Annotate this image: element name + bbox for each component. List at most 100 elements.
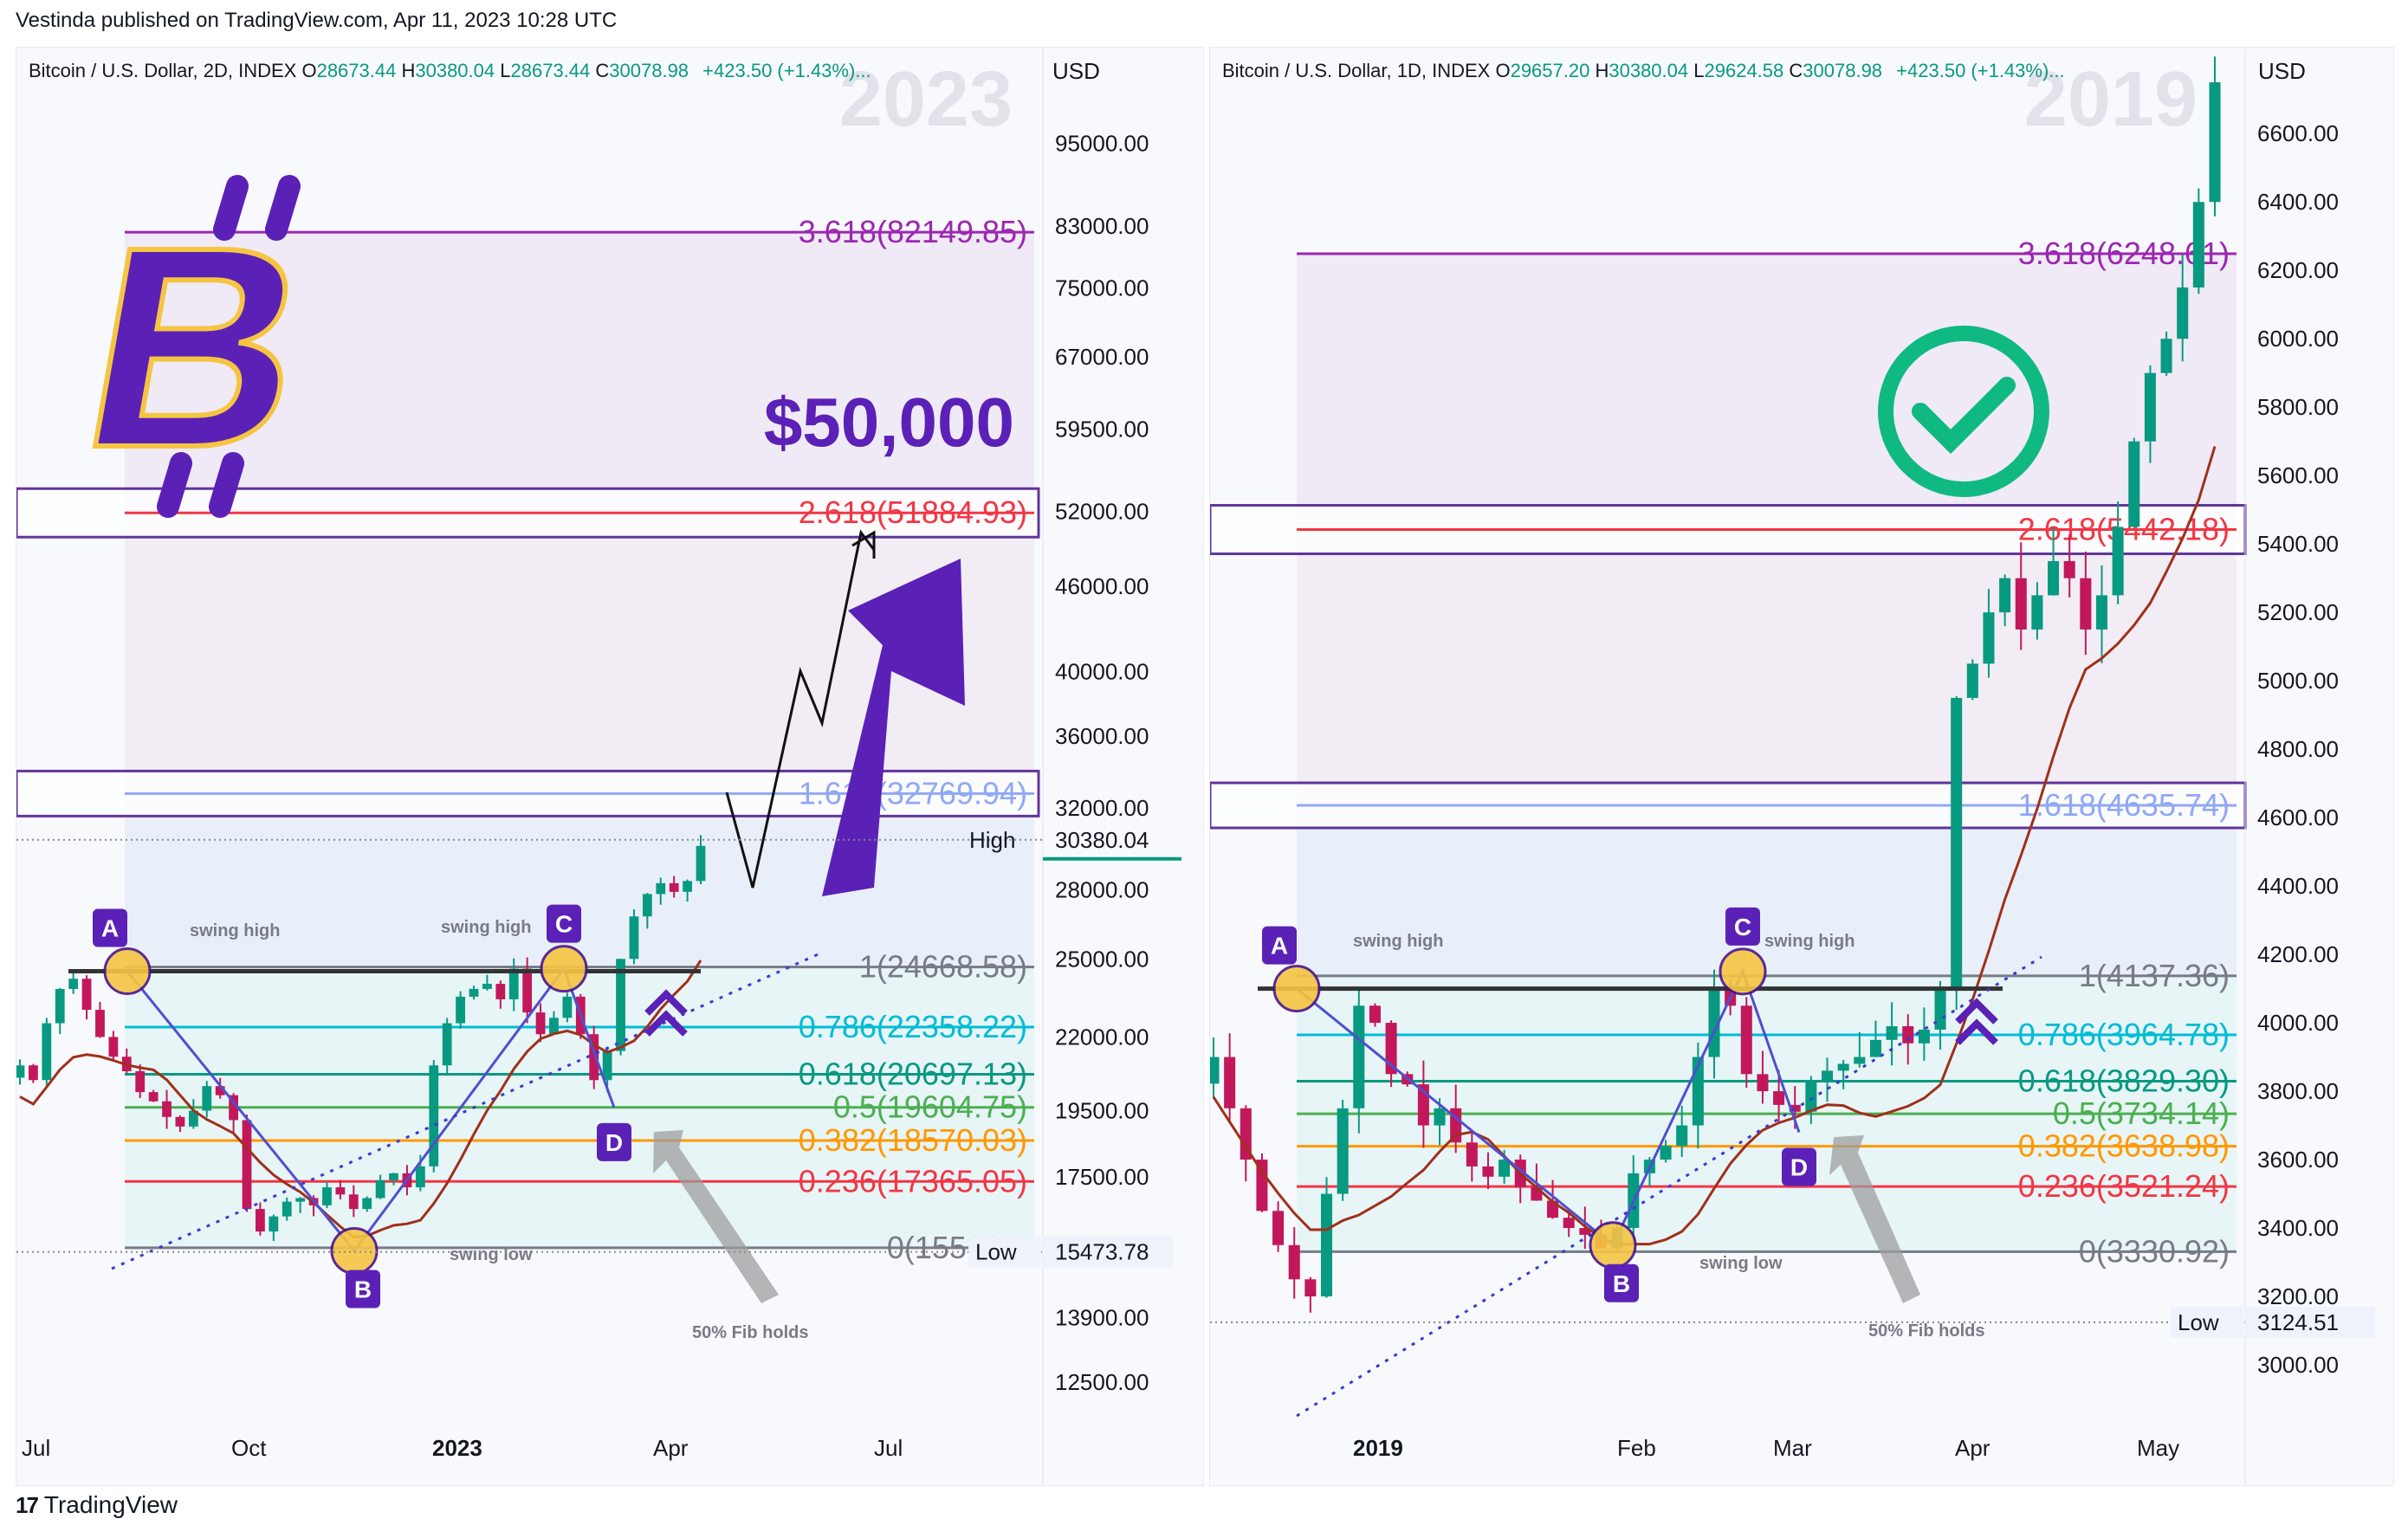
candle-body xyxy=(1353,1005,1365,1108)
point-badge-B xyxy=(346,1270,380,1309)
candle-body xyxy=(2128,441,2140,527)
candle-body xyxy=(1499,1160,1511,1177)
candle-body xyxy=(2080,578,2092,630)
fib-label-8: 0.236(17365.05) xyxy=(799,1163,1027,1199)
fib-label-5: 0.618(3829.30) xyxy=(2018,1063,2230,1098)
price-tick: 3200.00 xyxy=(2257,1283,2339,1309)
candle-body xyxy=(2015,578,2027,630)
candle-body xyxy=(602,1050,612,1081)
candle-body xyxy=(1983,612,1995,664)
time-tick: Jul xyxy=(874,1435,903,1461)
candle-body xyxy=(1676,1125,1688,1147)
fib-label-4: 0.786(3964.78) xyxy=(2018,1017,2230,1052)
candle-body xyxy=(1951,697,1963,989)
pivot-circle-B xyxy=(330,1226,379,1275)
chart-left-canvas[interactable]: 3.618(82149.85) 2.618(51884.93) 1.618(3276… xyxy=(16,48,1203,1485)
fib-label-1: 2.618(5442.18) xyxy=(2018,512,2230,547)
price-tick: 12500.00 xyxy=(1055,1369,1149,1395)
candle-body xyxy=(1304,1279,1317,1297)
price-tick: 6000.00 xyxy=(2257,326,2339,352)
candle-body xyxy=(202,1086,212,1111)
time-tick: May xyxy=(2137,1435,2179,1461)
pivot-circle-C xyxy=(540,945,588,993)
fib-label-7: 0.382(18570.03) xyxy=(799,1122,1027,1158)
annotation-swing-high-2: swing high xyxy=(441,918,531,937)
candle-body xyxy=(1886,1026,1898,1040)
point-label-D: D xyxy=(1790,1154,1808,1180)
legend-left-symbol: Bitcoin / U.S. Dollar, 2D, INDEX xyxy=(29,60,297,81)
candle-body xyxy=(1740,1005,1752,1075)
point-label-A: A xyxy=(1271,933,1288,960)
chart-panel-right[interactable]: 3.618(6248.61) 2.618(5442.18) 1.618(4635.7… xyxy=(1209,47,2394,1486)
point-label-C: C xyxy=(1734,914,1751,940)
legend-right-symbol: Bitcoin / U.S. Dollar, 1D, INDEX xyxy=(1222,60,1491,81)
price-tick: 19500.00 xyxy=(1055,1098,1149,1124)
candle-body xyxy=(1966,663,1978,698)
candle-body xyxy=(389,1173,398,1180)
candle-body xyxy=(482,984,492,989)
candle-body xyxy=(242,1120,252,1210)
price-tick: 4800.00 xyxy=(2257,736,2339,762)
price-tick: 6400.00 xyxy=(2257,189,2339,215)
candle-body xyxy=(295,1198,306,1202)
candle-body xyxy=(669,882,679,892)
price-tick: 5600.00 xyxy=(2257,462,2339,488)
candle-body xyxy=(42,1023,52,1081)
candle-body xyxy=(2209,82,2221,203)
candle-body xyxy=(335,1187,346,1195)
candle-body xyxy=(1579,1228,1591,1235)
fib-label-8: 0.236(3521.24) xyxy=(2018,1168,2230,1204)
tradingview-brand[interactable]: 17 TradingView xyxy=(16,1491,178,1519)
time-tick: Oct xyxy=(231,1435,267,1461)
candle-body xyxy=(1482,1166,1494,1177)
candle-body xyxy=(1288,1244,1300,1280)
candle-body xyxy=(81,979,92,1011)
double-chevron-up-icon xyxy=(644,989,688,1037)
price-tick: 4600.00 xyxy=(2257,805,2339,830)
price-tick: 40000.00 xyxy=(1055,659,1149,685)
candle-body xyxy=(522,968,533,1013)
candle-body xyxy=(1256,1160,1268,1212)
watermark-year: 2019 xyxy=(2024,56,2198,143)
candle-body xyxy=(549,1018,559,1035)
candle-body xyxy=(1466,1142,1478,1166)
currency-left: USD xyxy=(1052,58,1100,84)
candle-body xyxy=(1224,1057,1236,1108)
fib-label-4: 0.786(22358.22) xyxy=(799,1009,1027,1044)
low-value-label: 15473.78 xyxy=(1055,1239,1149,1265)
fib-label-2: 1.618(32769.94) xyxy=(799,775,1027,811)
candle-body xyxy=(322,1187,332,1205)
candle-body xyxy=(2192,202,2204,288)
candle-body xyxy=(1660,1146,1672,1160)
projection-arrowhead-icon xyxy=(851,530,876,559)
candle-body xyxy=(256,1209,265,1232)
candle-body xyxy=(1434,1108,1446,1126)
low-tag-label: Low xyxy=(975,1239,1017,1265)
candle-body xyxy=(683,881,692,892)
candle-body xyxy=(362,1198,372,1210)
time-tick: Apr xyxy=(653,1435,689,1461)
point-badge-B xyxy=(1604,1263,1639,1302)
time-tick: Apr xyxy=(1955,1435,1990,1461)
candle-body xyxy=(415,1166,425,1188)
legend-left-open: 28673.44 xyxy=(316,60,397,81)
candle-body xyxy=(2144,372,2156,442)
point-badge-C xyxy=(1725,907,1760,946)
candle-body xyxy=(2031,595,2043,630)
candle-body xyxy=(135,1070,146,1093)
candle-body xyxy=(1869,1039,1881,1057)
fib-label-1: 2.618(51884.93) xyxy=(799,494,1027,530)
candle-body xyxy=(2063,560,2075,578)
time-tick: Feb xyxy=(1617,1435,1656,1461)
price-tick: 5000.00 xyxy=(2257,668,2339,694)
chart-right-canvas[interactable]: 3.618(6248.61)2.618(5442.18)1.618(4635.7… xyxy=(1210,48,2393,1485)
candle-body xyxy=(16,1065,25,1078)
chart-panel-left[interactable]: 3.618(82149.85) 2.618(51884.93) 1.618(3276… xyxy=(16,47,1204,1486)
candle-body xyxy=(589,1034,599,1081)
fib-zone-top xyxy=(125,232,1034,514)
legend-right-open: 29657.20 xyxy=(1510,60,1590,81)
legend-right: Bitcoin / U.S. Dollar, 1D, INDEX O29657.… xyxy=(1222,60,2065,81)
currency-right: USD xyxy=(2258,58,2306,84)
candle-body xyxy=(162,1101,172,1117)
fib-zone-mid xyxy=(1297,529,2236,805)
